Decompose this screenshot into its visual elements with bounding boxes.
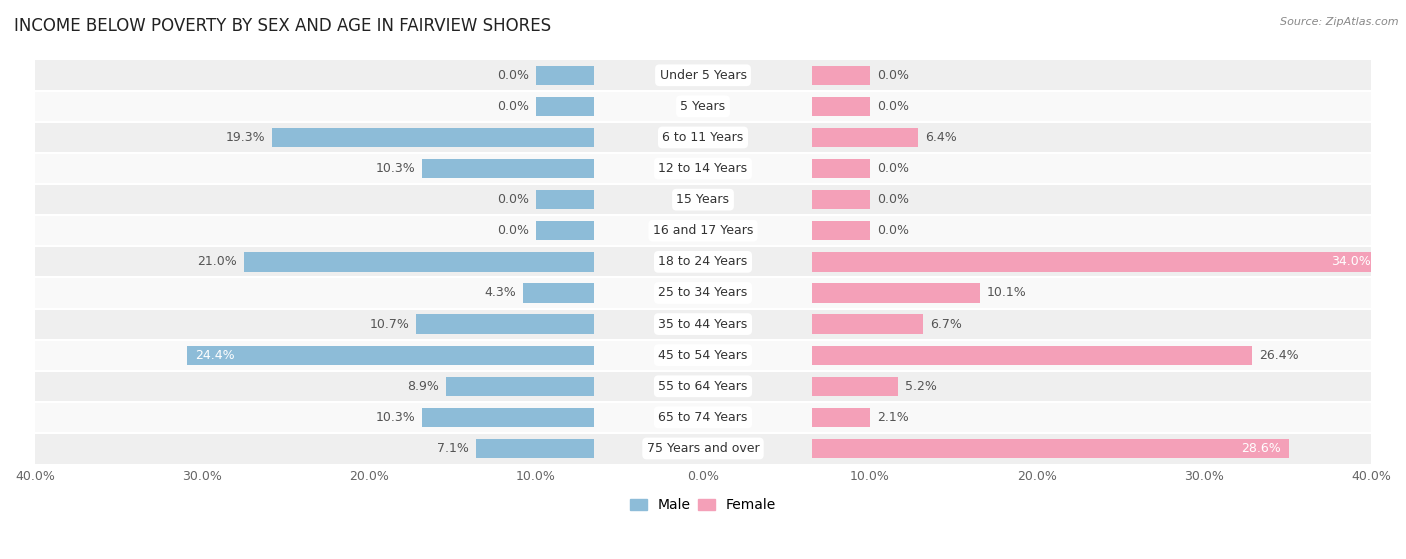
Text: 19.3%: 19.3% — [226, 131, 266, 144]
Bar — [536, 221, 595, 240]
Bar — [35, 184, 1371, 215]
Text: Source: ZipAtlas.com: Source: ZipAtlas.com — [1281, 17, 1399, 27]
Text: 75 Years and over: 75 Years and over — [647, 442, 759, 455]
Text: 7.1%: 7.1% — [437, 442, 470, 455]
Bar — [35, 122, 1371, 153]
Bar — [273, 128, 595, 147]
Text: INCOME BELOW POVERTY BY SEX AND AGE IN FAIRVIEW SHORES: INCOME BELOW POVERTY BY SEX AND AGE IN F… — [14, 17, 551, 35]
Bar — [35, 91, 1371, 122]
Text: 10.7%: 10.7% — [370, 318, 409, 330]
Text: 24.4%: 24.4% — [195, 349, 235, 362]
Bar — [35, 402, 1371, 433]
Bar — [536, 97, 595, 116]
Text: 65 to 74 Years: 65 to 74 Years — [658, 411, 748, 424]
Bar — [35, 153, 1371, 184]
Bar — [811, 252, 1379, 272]
Text: 15 Years: 15 Years — [676, 193, 730, 206]
Text: Under 5 Years: Under 5 Years — [659, 69, 747, 82]
Text: 34.0%: 34.0% — [1331, 255, 1371, 268]
Text: 2.1%: 2.1% — [877, 411, 908, 424]
Text: 0.0%: 0.0% — [877, 193, 908, 206]
Bar — [811, 283, 980, 302]
Text: 18 to 24 Years: 18 to 24 Years — [658, 255, 748, 268]
Text: 0.0%: 0.0% — [498, 69, 529, 82]
Text: 0.0%: 0.0% — [498, 224, 529, 237]
Text: 0.0%: 0.0% — [877, 162, 908, 175]
Legend: Male, Female: Male, Female — [624, 492, 782, 518]
Bar — [475, 439, 595, 458]
Bar — [523, 283, 595, 302]
Text: 6.7%: 6.7% — [931, 318, 962, 330]
Text: 0.0%: 0.0% — [498, 100, 529, 113]
Text: 16 and 17 Years: 16 and 17 Years — [652, 224, 754, 237]
Bar — [811, 345, 1253, 365]
Text: 45 to 54 Years: 45 to 54 Years — [658, 349, 748, 362]
Bar — [536, 65, 595, 85]
Text: 0.0%: 0.0% — [498, 193, 529, 206]
Text: 4.3%: 4.3% — [484, 286, 516, 300]
Bar — [35, 340, 1371, 371]
Text: 0.0%: 0.0% — [877, 224, 908, 237]
Bar — [243, 252, 595, 272]
Bar — [446, 377, 595, 396]
Bar — [35, 215, 1371, 247]
Bar — [422, 159, 595, 178]
Text: 12 to 14 Years: 12 to 14 Years — [658, 162, 748, 175]
Text: 10.3%: 10.3% — [375, 411, 416, 424]
Text: 6.4%: 6.4% — [925, 131, 957, 144]
Bar — [35, 433, 1371, 464]
Bar — [35, 60, 1371, 91]
Bar — [811, 439, 1289, 458]
Text: 5 Years: 5 Years — [681, 100, 725, 113]
Bar — [811, 314, 924, 334]
Bar — [811, 190, 870, 209]
Text: 35 to 44 Years: 35 to 44 Years — [658, 318, 748, 330]
Bar — [811, 159, 870, 178]
Text: 0.0%: 0.0% — [877, 69, 908, 82]
Bar — [35, 247, 1371, 277]
Bar — [811, 377, 898, 396]
Bar — [811, 65, 870, 85]
Bar — [811, 221, 870, 240]
Bar — [35, 309, 1371, 340]
Bar — [416, 314, 595, 334]
Text: 10.3%: 10.3% — [375, 162, 416, 175]
Bar — [187, 345, 595, 365]
Bar — [422, 408, 595, 427]
Bar — [811, 408, 870, 427]
Bar — [811, 128, 918, 147]
Text: 6 to 11 Years: 6 to 11 Years — [662, 131, 744, 144]
Bar — [35, 371, 1371, 402]
Text: 5.2%: 5.2% — [905, 380, 936, 393]
Bar — [536, 190, 595, 209]
Text: 10.1%: 10.1% — [987, 286, 1026, 300]
Text: 55 to 64 Years: 55 to 64 Years — [658, 380, 748, 393]
Text: 0.0%: 0.0% — [877, 100, 908, 113]
Bar — [35, 277, 1371, 309]
Text: 26.4%: 26.4% — [1260, 349, 1299, 362]
Bar — [811, 97, 870, 116]
Text: 8.9%: 8.9% — [408, 380, 439, 393]
Text: 28.6%: 28.6% — [1241, 442, 1281, 455]
Text: 25 to 34 Years: 25 to 34 Years — [658, 286, 748, 300]
Text: 21.0%: 21.0% — [197, 255, 238, 268]
